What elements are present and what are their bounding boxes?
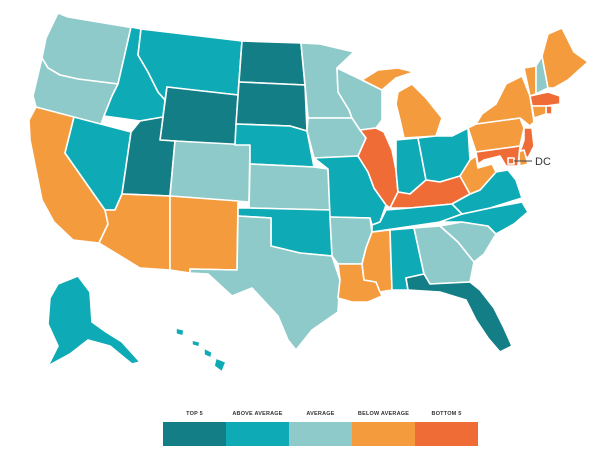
state-co[interactable] — [169, 140, 251, 203]
legend: TOP 5 ABOVE AVERAGE AVERAGE BELOW AVERAG… — [163, 408, 478, 448]
state-tx[interactable] — [189, 215, 341, 351]
legend-swatch-above-average — [226, 422, 289, 446]
state-nd[interactable] — [238, 40, 306, 86]
legend-color-bar — [163, 422, 478, 446]
legend-label-below-average: BELOW AVERAGE — [357, 411, 410, 417]
state-me[interactable] — [541, 27, 589, 89]
state-dc[interactable] — [507, 157, 515, 165]
state-ct[interactable] — [531, 105, 547, 119]
state-ak[interactable] — [47, 275, 141, 367]
legend-swatch-average — [289, 422, 352, 446]
legend-label-bottom5: BOTTOM 5 — [431, 411, 462, 417]
state-wy[interactable] — [159, 86, 239, 146]
state-wv[interactable] — [459, 155, 497, 195]
legend-swatch-top5 — [163, 422, 226, 446]
state-ny[interactable] — [475, 75, 535, 127]
legend-labels: TOP 5 ABOVE AVERAGE AVERAGE BELOW AVERAG… — [163, 408, 478, 420]
legend-swatch-bottom5 — [415, 422, 478, 446]
state-ri[interactable] — [545, 105, 553, 115]
state-hi[interactable] — [175, 327, 227, 373]
state-ks[interactable] — [248, 163, 331, 211]
legend-swatch-below-average — [352, 422, 415, 446]
dc-label: DC — [535, 156, 551, 168]
legend-label-top5: TOP 5 — [186, 411, 203, 417]
legend-label-average: AVERAGE — [306, 411, 335, 417]
state-fl[interactable] — [405, 273, 513, 353]
state-nm[interactable] — [169, 195, 239, 274]
legend-label-above-average: ABOVE AVERAGE — [232, 411, 283, 417]
